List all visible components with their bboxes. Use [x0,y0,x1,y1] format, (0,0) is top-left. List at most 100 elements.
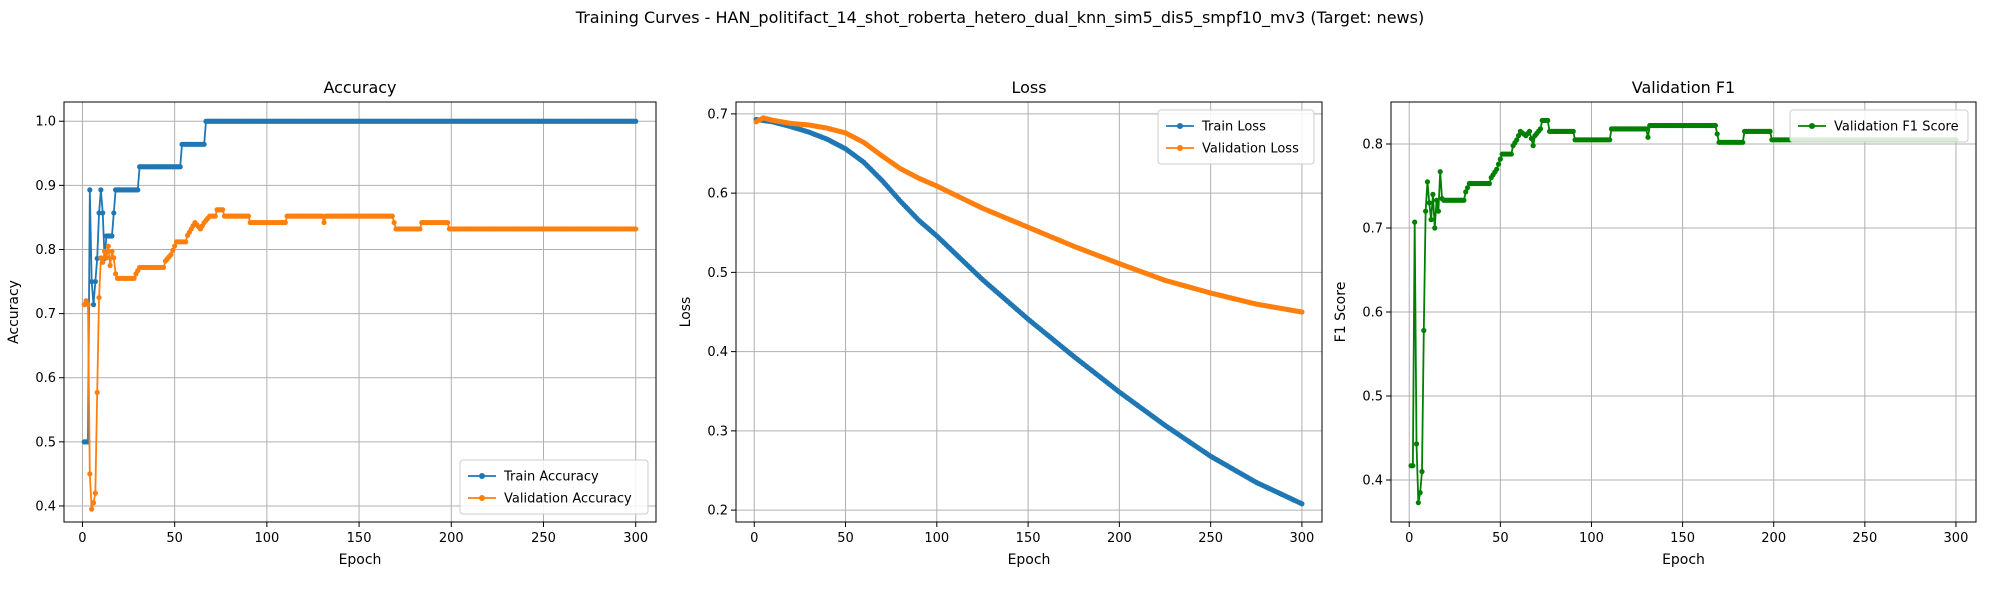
subplot-title: Accuracy [323,78,396,97]
y-tick-label: 0.8 [35,243,56,258]
data-point [168,252,174,258]
y-tick-label: 0.7 [707,107,728,122]
data-point [389,213,395,219]
data-point [201,141,207,147]
subplot-validation-f1: 0 50 100 150 200 250 300 0.4 0.5 0.6 0.7 0.8 Validat… [1333,78,1977,568]
data-point [1433,197,1440,203]
axes-frame [1390,101,1977,523]
legend-swatch-marker [479,473,485,479]
legend-label: Validation F1 Score [1834,120,1959,135]
data-point [81,302,87,308]
x-tick-label: 0 [750,531,758,546]
data-point [100,259,106,265]
y-tick-label: 0.6 [35,371,56,386]
x-tick-label: 50 [837,531,854,546]
legend: Validation F1 Score [1789,109,1969,143]
data-point [87,187,93,193]
data-point [109,233,115,239]
data-point [92,490,98,496]
data-point [1415,500,1421,506]
data-point [1428,217,1434,223]
y-tick-label: 0.5 [35,435,56,450]
data-point [1607,137,1613,143]
data-point [87,471,93,477]
data-point [1494,166,1500,172]
legend-box [1157,109,1315,165]
x-tick-label: 150 [1016,531,1041,546]
data-point [101,248,108,254]
data-point [417,226,423,232]
data-point [1412,219,1418,225]
y-tick-label: 0.7 [1362,222,1383,237]
y-tick-label: 0.8 [1362,138,1383,153]
x-tick-label: 150 [1670,531,1695,546]
data-point [90,500,97,506]
x-tick-label: 200 [439,531,464,546]
x-tick-label: 0 [1405,531,1413,546]
data-point [1645,134,1651,140]
legend-swatch-marker [1177,145,1183,151]
y-tick-label: 0.4 [1362,474,1383,489]
axes-frame [735,101,1323,523]
data-point [1424,179,1431,185]
data-point [90,302,97,308]
data-point [103,255,110,261]
legend-box [459,459,649,515]
y-axis-label: Accuracy [6,280,22,344]
data-point [96,210,102,216]
data-point [1432,225,1438,231]
data-point [1526,128,1533,134]
x-tick-label: 200 [1761,531,1786,546]
x-tick-label: 50 [166,531,183,546]
x-tick-label: 300 [1290,531,1315,546]
data-point [1497,156,1503,162]
y-tick-label: 0.3 [707,424,728,439]
data-point [107,262,113,269]
data-point [391,219,397,226]
data-point [94,389,100,396]
subplot-title: Loss [1011,78,1046,97]
data-point [1530,143,1536,149]
y-tick-label: 0.4 [707,345,728,360]
series-markers-0 [81,118,639,445]
x-axis-label: Epoch [1662,552,1705,568]
data-point [98,255,104,261]
data-point [131,275,137,281]
series-markers-0 [753,116,1305,507]
data-point [135,187,141,193]
data-point [633,118,639,124]
y-tick-label: 0.5 [1362,390,1383,405]
y-tick-label: 0.6 [1362,306,1383,321]
data-point [1643,126,1649,132]
y-tick-label: 0.6 [707,187,728,202]
data-point [100,210,106,216]
data-point [245,213,252,219]
data-point [177,164,183,170]
x-tick-label: 250 [531,531,556,546]
y-axis-label: F1 Score [1333,282,1349,343]
y-tick-label: 0.4 [35,499,56,514]
legend-swatch-marker [1809,123,1815,129]
data-point [113,271,119,277]
y-tick-label: 0.2 [707,504,728,519]
data-point [160,264,167,271]
data-point [1740,139,1746,145]
x-tick-label: 100 [254,531,279,546]
data-point [1437,169,1443,175]
x-axis-label: Epoch [339,552,382,568]
legend-label: Validation Accuracy [504,492,632,507]
x-tick-label: 300 [1944,531,1969,546]
data-point [1570,128,1576,134]
data-point [1514,137,1520,143]
legend: Train Loss Validation Loss [1157,109,1315,165]
x-tick-label: 250 [1198,531,1223,546]
data-point [1767,128,1773,134]
data-point [1421,327,1427,334]
data-point [1426,200,1432,206]
x-tick-label: 50 [1492,531,1509,546]
data-point [1417,490,1423,496]
legend-swatch-marker [1177,123,1183,129]
data-point [1545,117,1551,124]
data-point [445,219,451,226]
